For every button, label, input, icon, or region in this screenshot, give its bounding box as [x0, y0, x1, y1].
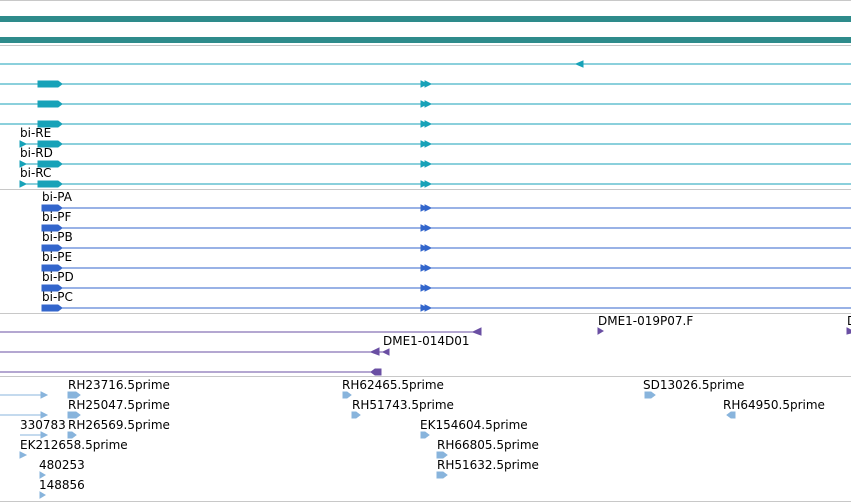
reverse-arrow [471, 327, 482, 336]
forward-arrow [846, 327, 851, 335]
est-block [342, 391, 352, 399]
forward-arrow [420, 100, 429, 108]
transcript-label[interactable]: bi-PF [42, 210, 72, 224]
est-label[interactable]: RH64950.5prime [723, 398, 825, 412]
transcript-label[interactable]: bi-RD [20, 146, 53, 160]
est-block [67, 411, 81, 419]
teal-transcript-track [0, 60, 851, 188]
forward-arrow [597, 327, 604, 335]
start-arrow [19, 160, 28, 168]
blue-transcript-track [41, 204, 851, 312]
exon-block [37, 120, 63, 128]
transcript-label[interactable]: bi-RE [20, 126, 52, 140]
reverse-arrow [369, 347, 380, 356]
forward-arrow [424, 244, 433, 252]
est-label[interactable]: 148856 [39, 478, 85, 492]
est-track [0, 391, 736, 499]
est-label[interactable]: EK212658.5prime [20, 438, 128, 452]
forward-arrow [424, 180, 433, 188]
est-label[interactable]: EK154604.5prime [420, 418, 528, 432]
est-label[interactable]: RH51743.5prime [352, 398, 454, 412]
transcript-label[interactable]: bi-PD [42, 270, 74, 284]
forward-arrow [420, 140, 429, 148]
exon-block [41, 304, 63, 312]
est-label[interactable]: RH25047.5prime [68, 398, 170, 412]
est-label[interactable]: RH66805.5prime [437, 438, 539, 452]
reverse-arrow [370, 368, 382, 376]
forward-arrow [420, 160, 429, 168]
forward-arrow [420, 244, 429, 252]
exon-block [41, 224, 63, 232]
clone-label[interactable]: DME1-014D01 [383, 334, 470, 348]
est-block [67, 391, 81, 399]
est-block [726, 411, 736, 419]
transcript-label[interactable]: bi-PE [42, 250, 73, 264]
est-label[interactable]: 480253 [39, 458, 85, 472]
start-arrow [19, 140, 28, 148]
forward-arrow [424, 204, 433, 212]
exon-block [41, 244, 63, 252]
transcript-label[interactable]: bi-RC [20, 166, 52, 180]
exon-block [41, 264, 63, 272]
forward-arrow [424, 160, 433, 168]
exon-block [41, 204, 63, 212]
est-label[interactable]: RH51632.5prime [437, 458, 539, 472]
est-label[interactable]: SD13026.5prime [643, 378, 745, 392]
scaffold-bar[interactable] [0, 37, 851, 43]
est-arrow [19, 451, 28, 459]
est-label[interactable]: 330783 [20, 418, 66, 432]
clone-label[interactable]: DME1-019P07.F [598, 314, 694, 328]
est-block [351, 411, 361, 419]
exon-block [37, 100, 63, 108]
forward-arrow [420, 80, 429, 88]
est-arrow [39, 491, 46, 499]
forward-arrow [420, 204, 429, 212]
exon-block [37, 80, 63, 88]
est-block [436, 471, 448, 479]
scaffold-bar[interactable] [0, 16, 851, 22]
est-block [644, 391, 656, 399]
forward-arrow [420, 264, 429, 272]
forward-arrow [424, 224, 433, 232]
exon-block [41, 284, 63, 292]
reverse-arrow [574, 60, 584, 68]
forward-arrow [424, 100, 433, 108]
clone-track [0, 327, 851, 376]
clone-label-truncated[interactable]: D [847, 314, 851, 328]
est-arrow [40, 411, 49, 419]
forward-arrow [424, 80, 433, 88]
est-arrow [40, 431, 49, 439]
forward-arrow [420, 224, 429, 232]
forward-arrow [424, 140, 433, 148]
est-label[interactable]: RH23716.5prime [68, 378, 170, 392]
est-block [67, 431, 77, 439]
forward-arrow [420, 284, 429, 292]
forward-arrow [420, 180, 429, 188]
forward-arrow [424, 120, 433, 128]
est-block [436, 451, 448, 459]
start-arrow [19, 180, 28, 188]
forward-arrow [424, 264, 433, 272]
forward-arrow [424, 284, 433, 292]
exon-block [37, 180, 63, 188]
est-block [420, 431, 430, 439]
est-label[interactable]: RH62465.5prime [342, 378, 444, 392]
exon-block [37, 140, 63, 148]
transcript-label[interactable]: bi-PB [42, 230, 73, 244]
forward-arrow [420, 304, 429, 312]
exon-block [37, 160, 63, 168]
transcript-label[interactable]: bi-PA [42, 190, 72, 204]
est-arrow [40, 391, 49, 399]
reverse-arrow [381, 348, 390, 356]
est-label[interactable]: RH26569.5prime [68, 418, 170, 432]
forward-arrow [420, 120, 429, 128]
est-arrow [39, 471, 46, 479]
transcript-label[interactable]: bi-PC [42, 290, 73, 304]
forward-arrow [424, 304, 433, 312]
